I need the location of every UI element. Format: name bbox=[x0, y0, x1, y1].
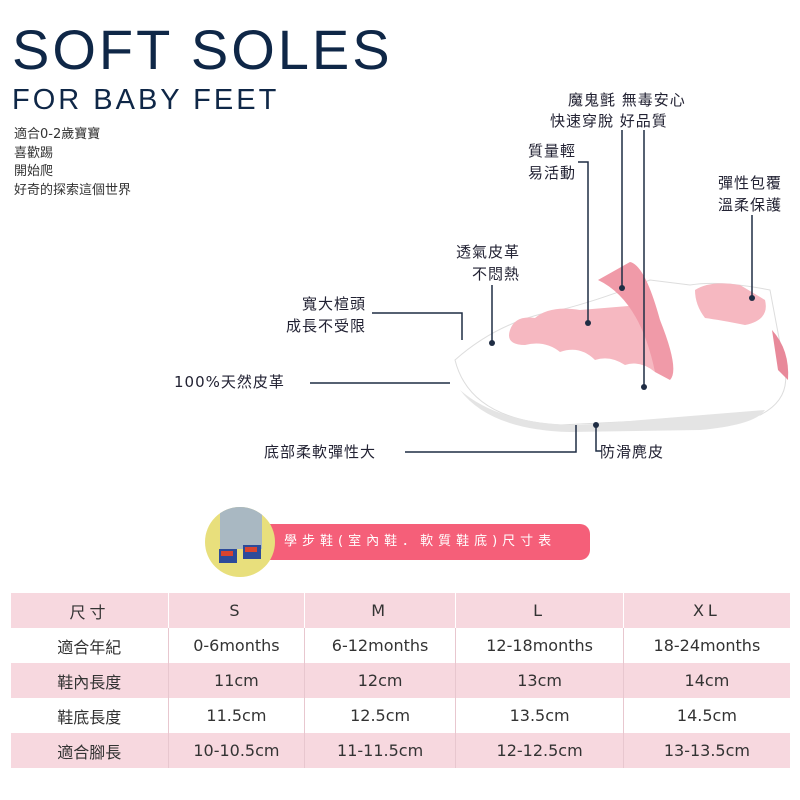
label-line: 不悶熱 bbox=[471, 265, 520, 283]
intro-line: 適合0-2歲寶寶 bbox=[14, 127, 101, 142]
label-line: 溫柔保護 bbox=[717, 196, 782, 214]
cell: 13.5cm bbox=[455, 698, 624, 733]
label-elastic: 彈性包覆 溫柔保護 bbox=[690, 172, 782, 216]
label-line: 魔鬼氈 無毒安心 bbox=[568, 91, 686, 109]
label-line: 彈性包覆 bbox=[717, 174, 782, 192]
cell: 11-11.5cm bbox=[303, 733, 456, 768]
size-chart-banner: 學步鞋(室內鞋．軟質鞋底)尺寸表 bbox=[268, 524, 590, 560]
row-label: 鞋底長度 bbox=[57, 707, 122, 727]
cell: 18-24months bbox=[622, 628, 790, 663]
cell: 10-10.5cm bbox=[168, 733, 305, 768]
cell: 11.5cm bbox=[168, 698, 305, 733]
label-leather: 100%天然皮革 bbox=[174, 373, 285, 391]
table-row: 鞋內長度 11cm 12cm 13cm 14cm bbox=[10, 663, 790, 698]
header-cell: S bbox=[168, 593, 305, 628]
table-row: 鞋底長度 11.5cm 12.5cm 13.5cm 14.5cm bbox=[11, 698, 790, 733]
cell: 14cm bbox=[622, 663, 790, 698]
cell: 0-6months bbox=[168, 628, 305, 663]
header-cell: L bbox=[455, 593, 624, 628]
shoe-illustration bbox=[310, 130, 789, 453]
label-light: 質量輕 易活動 bbox=[510, 140, 576, 184]
size-table: 尺寸 S M L XL 適合年紀 0-6months 6-12months 12-18… bbox=[10, 593, 790, 768]
cell: 12.5cm bbox=[303, 698, 456, 733]
label-breathable: 透氣皮革不悶熱 bbox=[430, 241, 520, 285]
label-line: 成長不受限 bbox=[285, 317, 366, 335]
row-label: 適合腳長 bbox=[10, 733, 169, 768]
label-suede: 防滑麂皮 bbox=[600, 443, 665, 461]
label-line: 易活動 bbox=[527, 164, 576, 182]
shoe-image bbox=[454, 262, 789, 432]
intro-line: 好奇的探索這個世界 bbox=[14, 182, 132, 198]
label-toe: 寬大楦頭成長不受限 bbox=[250, 293, 366, 337]
label-line: 快速穿脫 好品質 bbox=[550, 112, 668, 130]
label-line: 質量輕 bbox=[527, 142, 576, 160]
label-sole: 底部柔軟彈性大 bbox=[264, 443, 377, 461]
intro-text: 適合0-2歲寶寶 喜歡踢 開始爬 好奇的探索這個世界 bbox=[14, 126, 131, 200]
cell: 12-12.5cm bbox=[455, 733, 624, 768]
intro-line: 開始爬 bbox=[14, 164, 54, 179]
label-velcro: 魔鬼氈 無毒安心 bbox=[568, 89, 686, 111]
table-header: 尺寸 S M L XL bbox=[10, 593, 790, 628]
cell: 12-18months bbox=[455, 628, 624, 663]
intro-line: 喜歡踢 bbox=[14, 145, 54, 161]
header-cell: M bbox=[303, 593, 456, 628]
row-label: 鞋內長度 bbox=[10, 663, 169, 698]
cell: 14.5cm bbox=[622, 698, 790, 733]
table-row: 適合年紀 0-6months 6-12months 12-18months 18-24m… bbox=[11, 628, 790, 663]
cell: 12cm bbox=[303, 663, 456, 698]
header-cell: XL bbox=[622, 593, 790, 628]
cell: 13-13.5cm bbox=[622, 733, 790, 768]
subtitle: FOR BABY FEET bbox=[12, 84, 280, 116]
cell: 6-12months bbox=[303, 628, 456, 663]
leader-lines bbox=[310, 130, 753, 453]
cell: 13cm bbox=[455, 663, 624, 698]
row-label: 適合年紀 bbox=[57, 637, 122, 657]
baby-feet-photo bbox=[205, 507, 275, 577]
table-row: 適合腳長 10-10.5cm 11-11.5cm 12-12.5cm 13-13.5cm bbox=[10, 733, 790, 768]
label-line: 寬大楦頭 bbox=[301, 295, 366, 313]
label-line: 透氣皮革 bbox=[455, 243, 520, 261]
header-cell: 尺寸 bbox=[10, 593, 169, 628]
label-velcro-2: 快速穿脫 好品質 bbox=[550, 110, 668, 132]
title: SOFT SOLES bbox=[12, 18, 393, 81]
cell: 11cm bbox=[168, 663, 305, 698]
